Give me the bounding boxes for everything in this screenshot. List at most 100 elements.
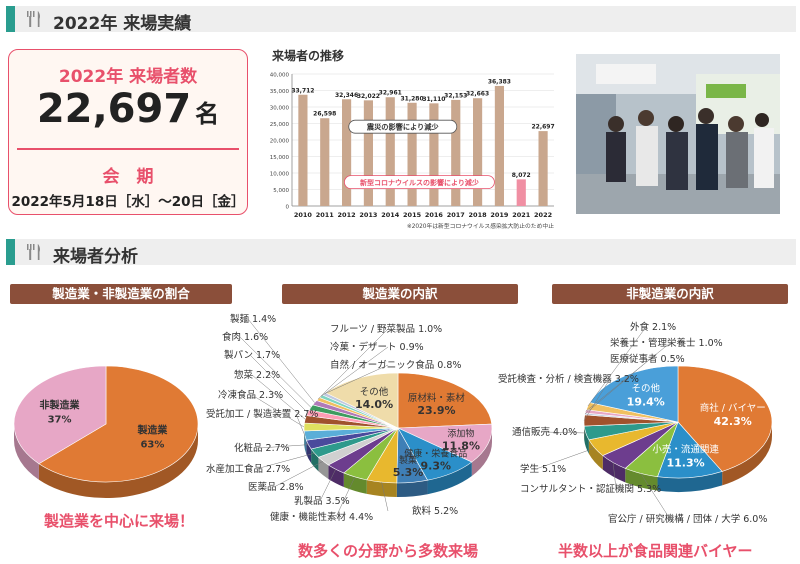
visitor-count-card: 2022年 来場者数 22,697 名 会 期 2022年5月18日［水］〜20日… [8,49,248,215]
y-tick-label: 20,000 [270,139,290,145]
pie-slice-label: 健康・栄養食品 [404,448,467,460]
pie-slice-value: 42.3% [714,415,752,428]
bar [320,118,330,206]
pie-slice-label: 商社 / バイヤー [700,402,766,414]
y-tick-label: 30,000 [270,106,290,112]
pie-slice [397,372,493,429]
pie-slice-label: 医療従事者 0.5% [610,353,685,365]
section-title: 2022年 来場実績 [53,14,192,34]
bar-value-label: 32,346 [335,92,358,99]
bar [494,85,505,206]
x-tick-label: 2011 [316,211,335,219]
bar-value-label: 33,712 [291,87,314,94]
bar [538,131,548,206]
pie-leader-line [273,461,324,488]
pie-leader-line [321,346,389,397]
section-header-analysis: 来場者分析 [6,239,796,267]
svg-text:新型コロナウイルスの影響により減少: 新型コロナウイルスの影響により減少 [360,178,479,187]
bar-value-label: 32,022 [357,93,380,100]
pie-leader-line [583,378,611,421]
pie-slice-label: 製パン 1.7% [224,349,280,361]
pie-slice [677,365,773,472]
bar-value-label: 32,153 [444,92,467,99]
pie-leader-line [259,444,309,449]
pie-leader-line [612,462,617,490]
pie-slice-side [588,439,603,470]
pie-slice-label: 製菓 [399,454,417,466]
period-title: 会 期 [102,167,154,187]
x-tick-label: 2019 [490,211,509,219]
bar [407,102,417,206]
pie-slice [13,365,107,465]
divider [17,148,239,150]
pie-slice-label: その他 [360,386,389,398]
bar [516,179,526,206]
y-tick-label: 40,000 [270,73,290,79]
bar [298,94,308,206]
pie-leader-line [255,452,315,470]
tagline-manufacturing: 製造業を中心に来場！ [44,512,195,530]
pie-slice-label: 製造業 [136,424,168,437]
pie-leader-line [251,374,306,420]
pie-slice-value: 11.3% [666,456,704,469]
pie-chart-manufacturing-ratio: 製造業 63% 非製造業 37% [13,365,199,498]
pie-leader-line [319,469,336,502]
pie-leader-line [247,318,315,403]
pie-leader-line [640,473,671,520]
y-tick-label: 35,000 [270,89,290,95]
ribbon-nonmanufacturing-breakdown: 非製造業の内訳 [552,284,788,304]
section-title: 来場者分析 [53,247,138,267]
bar-value-label: 32,961 [379,90,402,97]
x-tick-label: 2013 [359,211,377,219]
pie-slice-label: 添加物 [447,427,474,439]
pie-slice-side [14,424,39,480]
pie-slice-label: 冷凍食品 2.3% [218,389,283,401]
pie-leader-line [543,431,586,434]
pie-slice-label: 官公庁 / 研究機構 / 団体 / 大学 6.0% [608,513,767,525]
bar [363,100,374,206]
pie-slice-side [304,430,307,455]
pie-slice-label: 乳製品 3.5% [294,495,350,507]
pie-slice-side [318,457,329,479]
pie-slice-label: 食肉 1.6% [222,331,268,343]
pie-slice-label: 製麺 1.4% [230,313,276,325]
pie-slice-label: コンサルタント・認証機関 5.3% [520,483,661,495]
x-tick-label: 2015 [403,211,422,219]
ribbon-manufacturing-breakdown: 製造業の内訳 [282,284,518,304]
pie-slice-label: 医薬品 2.8% [248,481,304,493]
bar-value-label: 36,383 [488,78,511,85]
pie-slice-value: 63% [140,440,164,451]
x-tick-label: 2016 [425,211,444,219]
x-tick-label: 2022 [534,211,552,219]
visitor-count-unit: 名 [195,100,220,128]
bar [429,103,439,206]
y-tick-label: 15,000 [270,155,290,161]
pie-slice-label: 自然 / オーガニック食品 0.8% [330,359,461,371]
pie-slice-label: 惣菜 2.2% [234,369,280,381]
bar-value-label: 26,598 [313,111,336,118]
pie-leader-line [317,328,389,400]
pie-slice-side [722,422,772,486]
pie-slice-label: その他 [632,382,661,394]
pie-leader-line [587,326,647,407]
pie-leader-line [381,482,389,512]
bar-value-label: 8,072 [512,172,531,179]
pie-slice-side [311,449,319,472]
pie-slice-side [471,428,492,477]
pie-slice-label: 外食 2.1% [630,321,676,333]
pie-slice-label: 非製造業 [40,398,81,411]
pie-leader-line [249,354,308,413]
y-tick-label: 10,000 [270,172,290,178]
y-tick-label: 5,000 [273,188,289,194]
pie-slice-value: 19.4% [627,395,665,408]
pie-slice-side [625,468,658,491]
bar-value-label: 22,697 [532,124,555,131]
x-tick-label: 2010 [294,211,313,219]
pie-slice [397,423,493,463]
bar [341,99,352,206]
bar [385,97,395,206]
visitor-count-number: 22,697 [36,86,192,132]
pie-slice-label: 冷菓・デザート 0.9% [330,341,424,353]
